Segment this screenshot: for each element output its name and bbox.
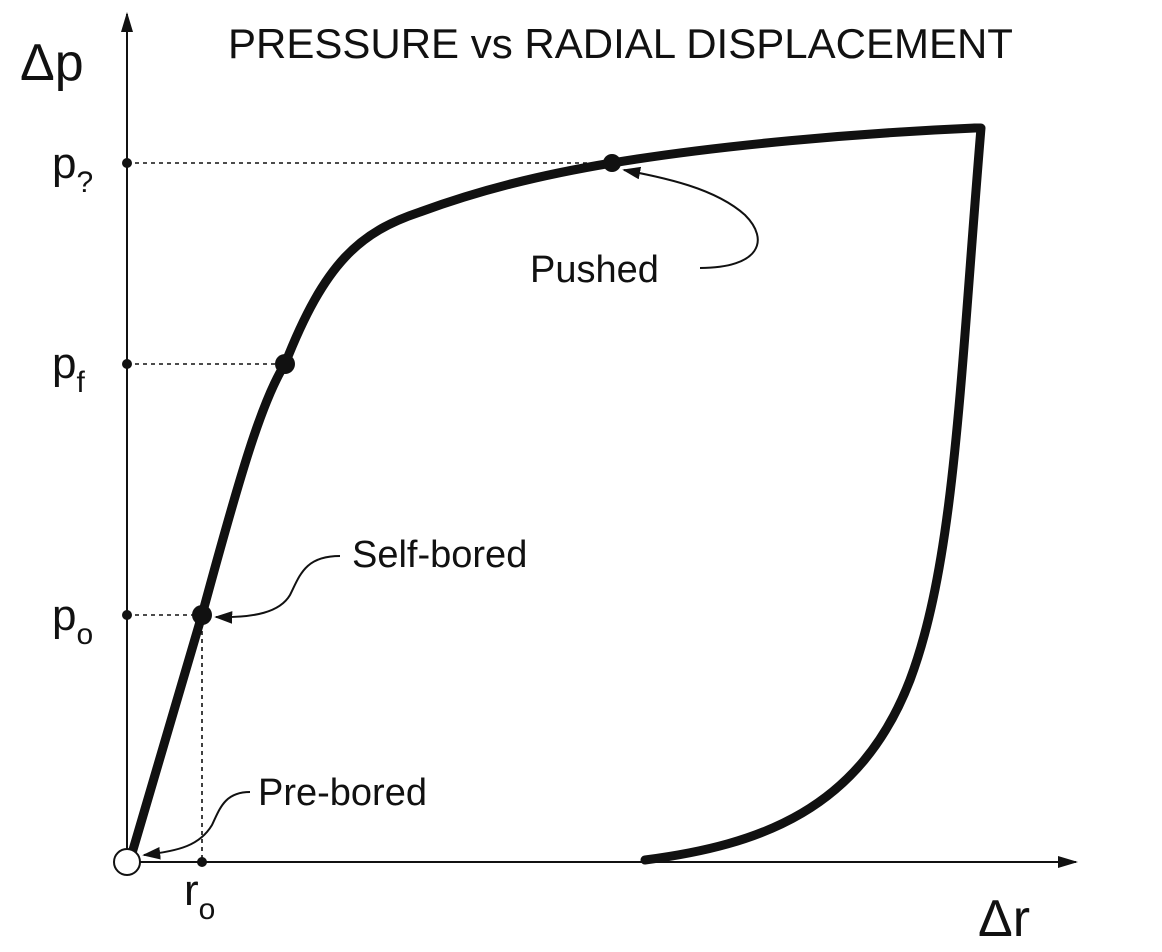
y-axis-label: Δp xyxy=(20,34,84,92)
r-o-tick-dot xyxy=(197,857,207,867)
r-o-label: ro xyxy=(184,866,215,926)
self-bored-point xyxy=(192,605,212,625)
diagram-title: PRESSURE vs RADIAL DISPLACEMENT xyxy=(228,20,1013,67)
pre-bored-origin-marker xyxy=(113,848,141,876)
pre-bored-arrow xyxy=(142,791,251,860)
p-o-label: po xyxy=(52,591,93,651)
self-bored-arrow xyxy=(214,555,341,624)
self-bored-annotation: Self-bored xyxy=(352,534,527,576)
p-f-point xyxy=(275,354,295,374)
p-f-tick-dot xyxy=(122,359,132,369)
unloading-curve xyxy=(640,123,986,865)
loading-curve xyxy=(125,123,980,865)
p-q-label: p? xyxy=(52,139,93,199)
pushed-point xyxy=(603,154,621,172)
p-q-tick-dot xyxy=(122,158,132,168)
pre-bored-annotation: Pre-bored xyxy=(258,772,427,814)
pushed-arrow xyxy=(622,166,759,269)
p-f-label: pf xyxy=(52,339,85,399)
pushed-annotation: Pushed xyxy=(530,249,659,291)
p-o-tick-dot xyxy=(122,610,132,620)
x-axis-label: Δr xyxy=(978,890,1030,948)
